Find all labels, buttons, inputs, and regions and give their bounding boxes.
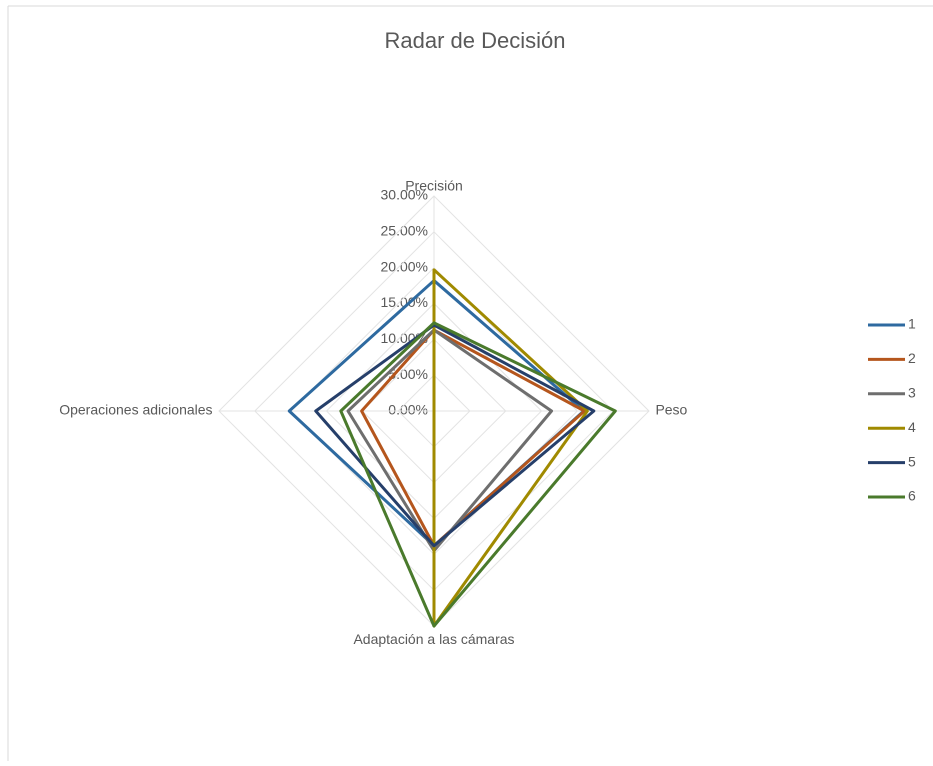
legend-label: 3 <box>908 385 916 401</box>
y-tick-label: 0.00% <box>388 402 428 418</box>
legend-label: 5 <box>908 453 916 469</box>
legend-label: 4 <box>908 419 916 435</box>
series-line <box>314 323 596 548</box>
y-tick-label: 25.00% <box>381 223 428 239</box>
y-tick-label: 20.00% <box>381 258 428 274</box>
chart-title: Radar de Decisión <box>385 28 566 53</box>
legend-label: 2 <box>908 350 916 366</box>
legend-label: 1 <box>908 316 916 332</box>
series-line <box>339 321 617 628</box>
category-label: Precisión <box>405 177 463 193</box>
category-label: Operaciones adicionales <box>59 402 212 418</box>
series-line <box>432 268 589 628</box>
category-label: Peso <box>655 402 687 418</box>
category-label: Adaptación a las cámaras <box>353 631 514 647</box>
y-tick-label: 30.00% <box>381 187 428 203</box>
legend-label: 6 <box>908 488 916 504</box>
y-tick-label: 10.00% <box>381 330 428 346</box>
